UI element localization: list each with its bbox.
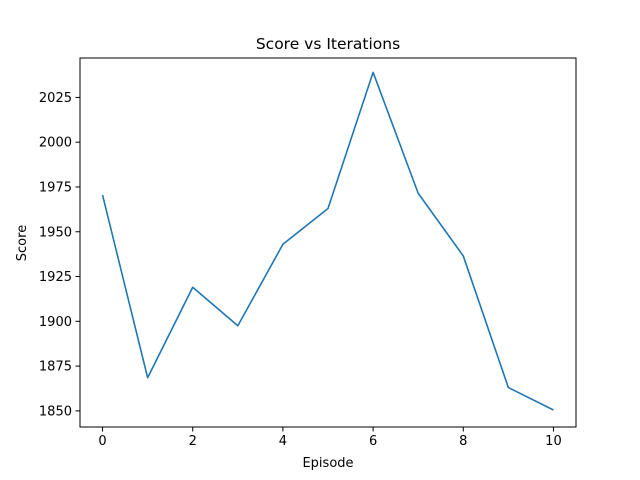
data-point-0-0 xyxy=(101,194,104,197)
data-point-0-8 xyxy=(462,254,465,257)
data-point-0-3 xyxy=(236,324,239,327)
y-axis: 1850 1875 1900 1925 1950 1975 2000 2025 xyxy=(39,91,80,419)
y-tick-label: 1950 xyxy=(39,225,72,240)
data-point-0-9 xyxy=(507,386,510,389)
y-tick-label: 2000 xyxy=(39,136,72,151)
plot-area xyxy=(101,71,555,411)
series-line-0 xyxy=(101,71,554,411)
y-tick-label: 1925 xyxy=(39,270,72,285)
y-tick-label: 1875 xyxy=(39,360,72,375)
chart-title: Score vs Iterations xyxy=(256,35,400,53)
data-point-0-6 xyxy=(372,71,375,74)
y-axis-label: Score xyxy=(15,225,30,261)
data-point-0-1 xyxy=(146,376,149,379)
data-point-0-10 xyxy=(552,408,555,411)
y-tick-label: 2025 xyxy=(39,91,72,106)
x-tick-label: 8 xyxy=(459,434,467,449)
x-tick-label: 2 xyxy=(189,434,197,449)
x-axis: 0 2 4 6 8 10 xyxy=(98,427,562,449)
y-tick-label: 1975 xyxy=(39,180,72,195)
y-tick-label: 1900 xyxy=(39,315,72,330)
x-tick-label: 0 xyxy=(98,434,106,449)
data-point-0-5 xyxy=(327,207,330,210)
data-point-0-2 xyxy=(191,286,194,289)
x-tick-label: 4 xyxy=(279,434,287,449)
data-point-0-4 xyxy=(281,243,284,246)
x-tick-label: 6 xyxy=(369,434,377,449)
data-point-0-7 xyxy=(417,192,420,195)
x-tick-label: 10 xyxy=(545,434,562,449)
x-axis-label: Episode xyxy=(302,456,353,471)
plot-frame xyxy=(79,57,577,428)
y-tick-label: 1850 xyxy=(39,404,72,419)
